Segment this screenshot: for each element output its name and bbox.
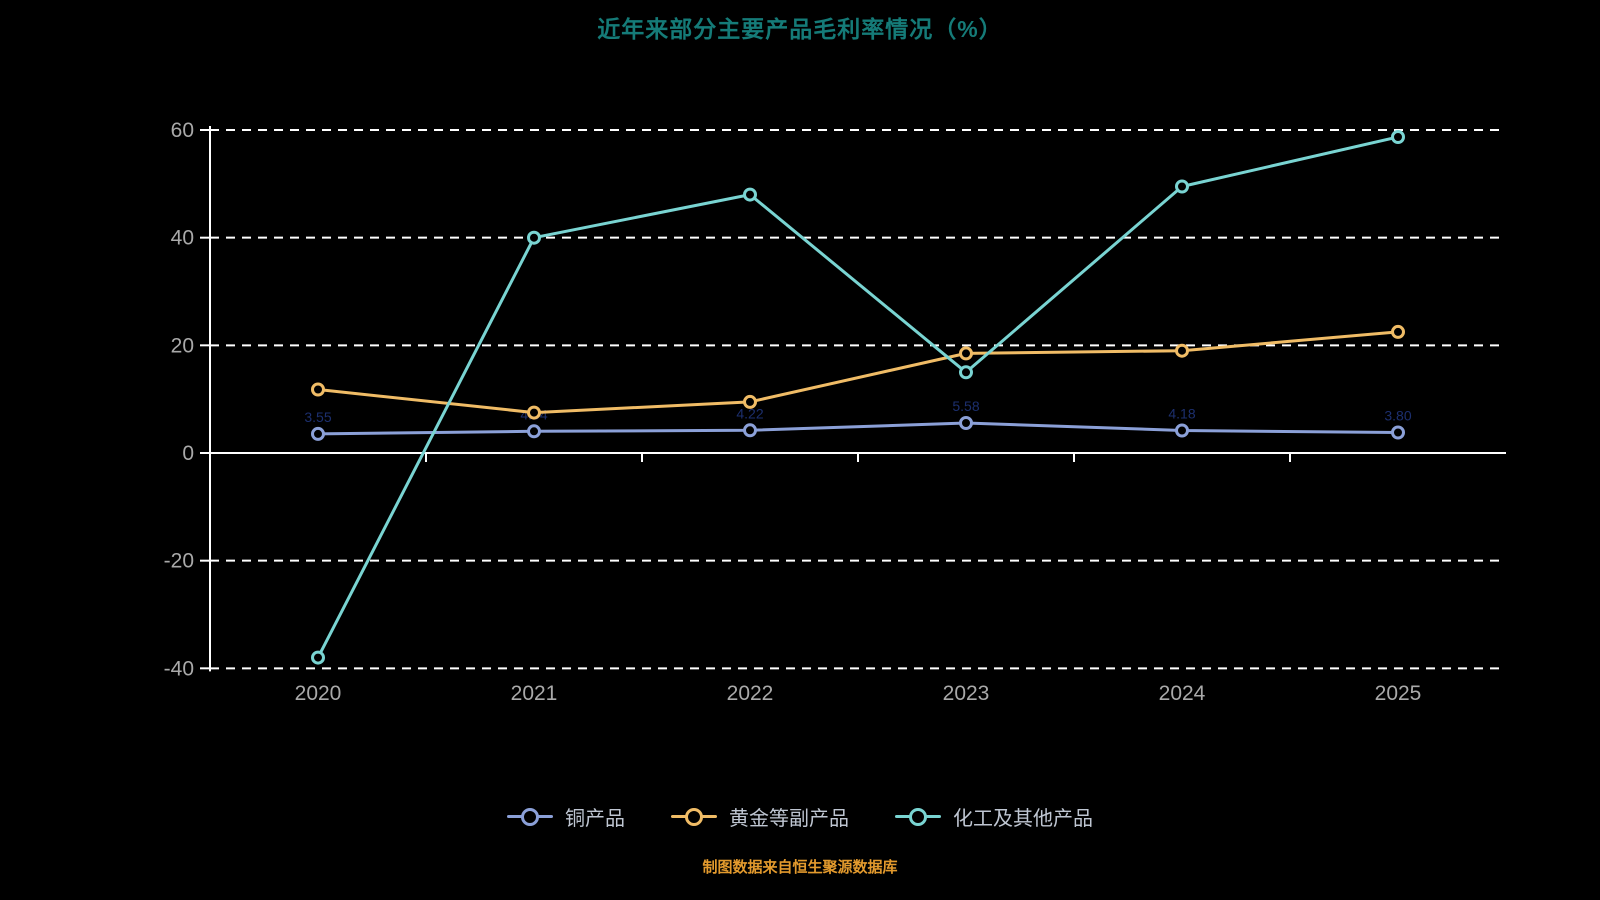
legend-marker-chemical xyxy=(895,807,941,827)
svg-text:40: 40 xyxy=(171,227,194,250)
svg-text:20: 20 xyxy=(171,334,194,357)
svg-text:2020: 2020 xyxy=(295,682,342,705)
legend-marker-copper xyxy=(507,807,553,827)
legend-item-chemical[interactable]: 化工及其他产品 xyxy=(895,802,1093,831)
svg-text:60: 60 xyxy=(171,119,194,142)
legend: 铜产品 黄金等副产品 化工及其他产品 xyxy=(0,802,1600,831)
line-chart: 60 40 20 0 -20 -40 2020 2021 2022 2023 2024 2025 3.5… xyxy=(164,119,1506,705)
svg-text:3.55: 3.55 xyxy=(304,409,331,425)
svg-text:5.58: 5.58 xyxy=(952,398,979,414)
svg-text:2025: 2025 xyxy=(1375,682,1422,705)
svg-text:-40: -40 xyxy=(164,657,194,680)
svg-text:2022: 2022 xyxy=(727,682,774,705)
circle-marker-icon xyxy=(685,807,703,826)
svg-text:-20: -20 xyxy=(164,550,194,573)
svg-text:3.80: 3.80 xyxy=(1384,408,1411,424)
svg-text:2023: 2023 xyxy=(943,682,990,705)
legend-marker-gold xyxy=(671,807,717,827)
chart-title: 近年来部分主要产品毛利率情况（%） xyxy=(597,16,1003,42)
legend-label: 黄金等副产品 xyxy=(729,808,849,830)
data-source-note: 制图数据来自恒生聚源数据库 xyxy=(702,859,898,876)
svg-text:4.18: 4.18 xyxy=(1168,406,1195,422)
legend-item-gold[interactable]: 黄金等副产品 xyxy=(671,802,849,831)
legend-label: 化工及其他产品 xyxy=(953,808,1093,830)
legend-item-copper[interactable]: 铜产品 xyxy=(507,802,625,831)
circle-marker-icon xyxy=(521,807,539,826)
svg-text:2021: 2021 xyxy=(511,682,558,705)
svg-text:4.22: 4.22 xyxy=(736,405,763,421)
legend-label: 铜产品 xyxy=(565,808,625,830)
svg-text:2024: 2024 xyxy=(1159,682,1206,705)
circle-marker-icon xyxy=(909,807,927,826)
svg-text:0: 0 xyxy=(182,442,194,465)
